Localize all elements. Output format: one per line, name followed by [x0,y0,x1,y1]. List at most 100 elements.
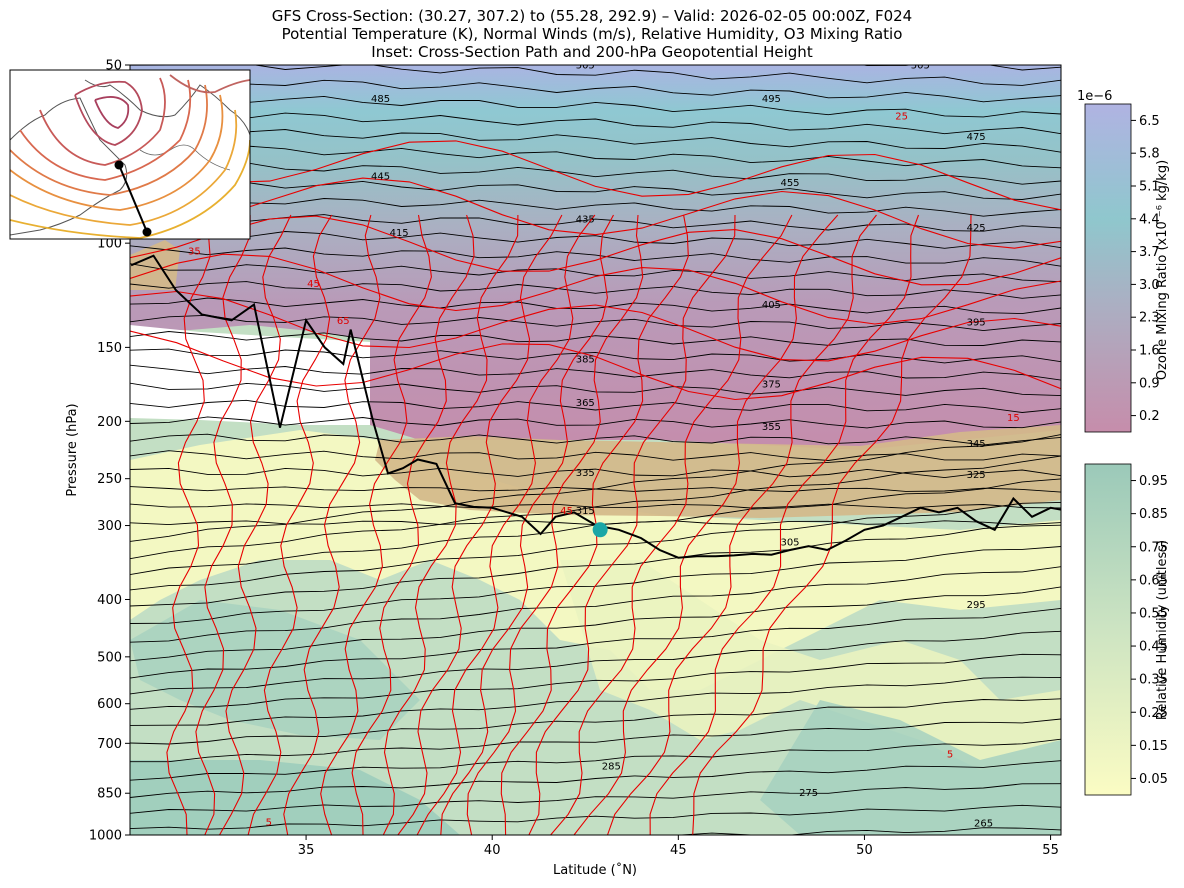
inset-path-end-dot [142,227,152,237]
wind-contour [130,140,1061,211]
x-axis-ticks: 35 40 45 50 55 [298,835,1059,858]
isentrope-label: 505 [576,61,595,72]
rh-colorbar-ticks: 0.95 0.85 0.75 0.65 0.55 0.45 0.35 0.25 0.15 0.05 [1131,474,1168,787]
colorbar-tick-label: 0.85 [1139,507,1168,522]
isentrope-label: 425 [967,223,986,234]
y-tick-label: 100 [97,237,122,252]
isentrope-label: 275 [799,788,818,799]
colorbar-tick-label: 5.8 [1139,147,1160,162]
isentrope [130,607,1061,679]
inset-height-contour-2 [10,109,238,226]
isentrope-label: 485 [371,94,390,105]
inset-height-contour-4 [10,84,208,196]
isentrope-label: 295 [967,600,986,611]
inset-map [9,69,251,240]
x-tick-label: 55 [1042,843,1059,858]
isentrope [130,125,1061,153]
y-tick-label: 300 [97,519,122,534]
y-tick-label: 400 [97,593,122,608]
isentrope [130,364,1061,381]
inset-height-contour-5 [19,79,192,181]
inset-coastline [10,97,128,236]
isentrope [130,586,1061,662]
isentrope-label: 455 [780,178,799,189]
inset-height-contour-6 [39,77,166,166]
colorbar-tick-label: 0.35 [1139,673,1168,688]
wind-contour [416,214,596,835]
inset-coastline-3 [139,144,231,171]
colorbar-tick-label: 0.55 [1139,606,1168,621]
isentrope-label: 475 [967,132,986,143]
wind-contour [606,214,877,835]
wind-contour [130,330,1061,401]
isentrope [130,698,1061,745]
y-tick-label: 600 [97,697,122,712]
isentrope-label: 345 [967,439,986,450]
colorbar-tick-label: 0.75 [1139,540,1168,555]
ozone-colorbar: 1e−6 6.5 5.8 5.1 4.4 3.7 3.0 2.3 1.6 0.9 0.2 Ozon… [1077,89,1170,433]
isentrope-label: 405 [762,300,781,311]
wind-label: 45 [307,279,320,290]
tropopause-band [375,425,1061,518]
isentrope [130,455,1061,560]
wind-contour [166,214,211,835]
rh-colorbar: 0.95 0.85 0.75 0.65 0.55 0.45 0.35 0.25 0.15 0.05… [1084,463,1170,796]
isentrope-label: 505 [911,61,930,72]
isentrope [130,65,1061,86]
inset-height-contour-7 [74,80,143,146]
wind-label: 25 [895,112,908,123]
isentrope [130,331,1061,346]
isentrope [130,110,1061,135]
inset-cross-section-path [118,164,148,233]
plot-frame [129,64,1062,836]
isentrope [130,162,1061,185]
inset-coastline-2 [84,79,250,136]
tropopause-line [130,254,1061,559]
rh-colorbar-label: Relative Humidity (unitless) [1155,540,1170,720]
isentrope [130,416,1061,429]
isentrope-label: 415 [390,228,409,239]
colorbar-tick-label: 0.45 [1139,640,1168,655]
wind-contour [382,214,519,835]
isentrope [130,653,1061,710]
chart-title-line-2: Potential Temperature (K), Normal Winds … [282,25,903,43]
wind-contour [130,215,1061,286]
cross-section-marker [592,522,608,538]
x-tick-label: 50 [856,843,873,858]
inset-map-frame [9,69,251,240]
isentrope [130,760,1061,798]
wind-contour [649,214,920,835]
isentrope [673,827,1061,835]
colorbar-tick-label: 3.7 [1139,245,1160,260]
wind-contour [130,177,1061,249]
isentrope [130,501,1061,591]
isentrope-label: 335 [576,468,595,479]
y-tick-label: 200 [97,415,122,430]
isentrope [130,566,1061,643]
wind-label: 35 [188,246,201,257]
chart-title-line-1: GFS Cross-Section: (30.27, 307.2) to (55… [272,7,912,25]
normal-wind-contours [130,140,1061,835]
y-tick-label: 150 [97,341,122,356]
inset-height-contour-1 [10,139,250,239]
ozone-shading [130,65,1061,450]
isentrope [130,382,1061,397]
isentrope [130,718,1061,763]
ozone-colorbar-exponent: 1e−6 [1077,89,1112,104]
y-tick-label: 700 [97,737,122,752]
x-tick-label: 35 [298,843,315,858]
colorbar-tick-label: 0.65 [1139,573,1168,588]
isentrope [130,630,1061,695]
y-axis-label: Pressure (hPa) [65,403,80,496]
colorbar-tick-label: 2.3 [1139,311,1160,326]
isentrope [130,297,1061,315]
wind-label: 65 [337,316,350,327]
isentrope [130,503,1061,509]
isentrope [130,229,1061,249]
colorbar-tick-label: 0.2 [1139,409,1160,424]
inset-height-contour-3 [10,94,224,211]
chart-title-line-3: Inset: Cross-Section Path and 200-hPa Ge… [371,43,813,61]
colorbar-tick-label: 0.15 [1139,739,1168,754]
wind-label: 45 [560,506,573,517]
